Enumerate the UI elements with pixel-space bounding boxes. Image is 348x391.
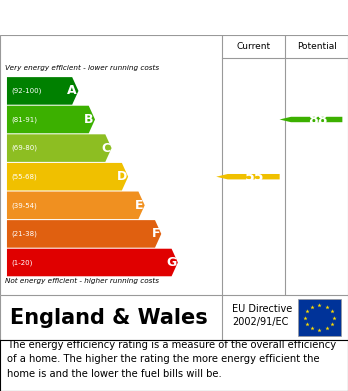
Text: 88: 88 [308, 113, 327, 127]
Text: (1-20): (1-20) [11, 259, 32, 266]
Text: C: C [101, 142, 110, 154]
Text: EU Directive
2002/91/EC: EU Directive 2002/91/EC [232, 304, 293, 327]
Polygon shape [216, 174, 280, 179]
Polygon shape [7, 163, 128, 190]
Polygon shape [279, 117, 342, 122]
Bar [298, 299, 341, 336]
Text: (55-68): (55-68) [11, 174, 37, 180]
Text: England & Wales: England & Wales [10, 307, 208, 328]
Text: Very energy efficient - lower running costs: Very energy efficient - lower running co… [5, 65, 159, 71]
Text: (69-80): (69-80) [11, 145, 37, 151]
Polygon shape [7, 135, 112, 162]
Text: Energy Efficiency Rating: Energy Efficiency Rating [9, 10, 230, 25]
Text: The energy efficiency rating is a measure of the overall efficiency of a home. T: The energy efficiency rating is a measur… [7, 340, 336, 379]
Text: D: D [117, 170, 127, 183]
Text: (39-54): (39-54) [11, 202, 37, 208]
Text: Current: Current [237, 42, 271, 51]
Text: G: G [166, 256, 176, 269]
Text: (81-91): (81-91) [11, 116, 37, 123]
Polygon shape [7, 106, 95, 133]
Text: E: E [135, 199, 143, 212]
Text: 55: 55 [245, 170, 264, 184]
Text: (21-38): (21-38) [11, 231, 37, 237]
Text: F: F [151, 228, 160, 240]
Polygon shape [7, 220, 161, 248]
Polygon shape [7, 77, 78, 105]
Text: B: B [84, 113, 94, 126]
Text: A: A [68, 84, 77, 97]
Text: Potential: Potential [297, 42, 337, 51]
Polygon shape [7, 249, 178, 276]
Polygon shape [7, 192, 145, 219]
Text: (92-100): (92-100) [11, 88, 41, 94]
Text: Not energy efficient - higher running costs: Not energy efficient - higher running co… [5, 278, 159, 284]
